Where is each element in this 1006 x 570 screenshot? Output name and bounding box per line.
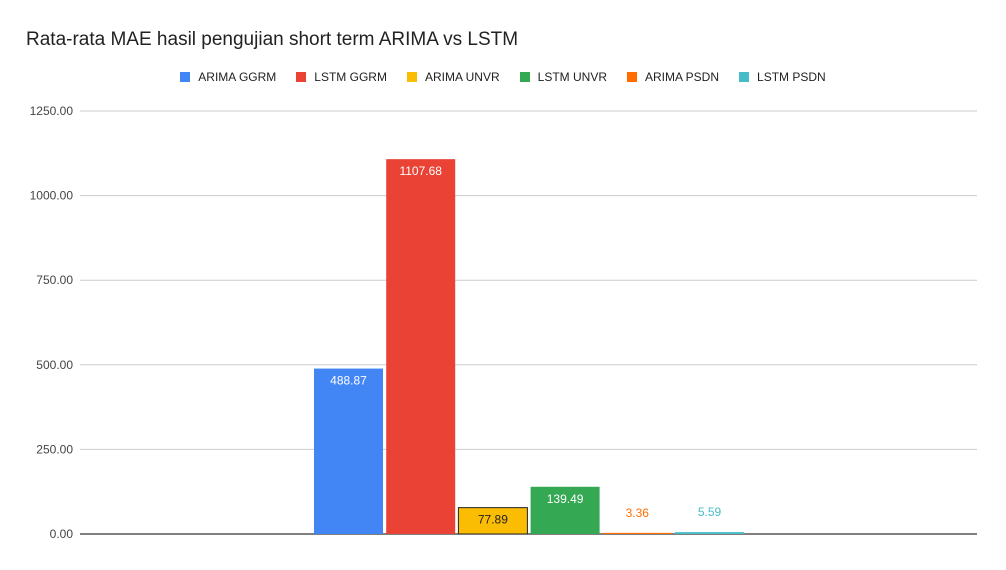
bar[interactable] <box>530 486 600 534</box>
data-label: 488.87 <box>330 374 367 388</box>
y-tick-label: 500.00 <box>36 358 73 372</box>
y-tick-label: 1250.00 <box>30 104 74 118</box>
y-tick-label: 1000.00 <box>30 189 74 203</box>
y-tick-label: 0.00 <box>50 527 74 541</box>
legend-item[interactable]: ARIMA GGRM <box>180 70 276 84</box>
bar[interactable] <box>314 368 383 534</box>
legend-item[interactable]: ARIMA UNVR <box>406 70 500 84</box>
y-tick-label: 250.00 <box>36 442 73 456</box>
legend-label: ARIMA PSDN <box>645 70 720 84</box>
bar[interactable] <box>602 532 672 534</box>
legend-swatch <box>739 72 750 82</box>
legend-item[interactable]: ARIMA PSDN <box>627 70 719 84</box>
legend-item[interactable]: LSTM UNVR <box>519 70 607 84</box>
data-label: 1107.68 <box>399 164 442 178</box>
legend-swatch <box>296 72 307 82</box>
legend-swatch <box>180 72 191 82</box>
data-label: 77.89 <box>478 513 508 527</box>
data-label: 3.36 <box>626 506 650 520</box>
legend-swatch <box>627 72 637 82</box>
chart-legend: ARIMA GGRM LSTM GGRM ARIMA UNVR LSTM UNVR AR… <box>0 70 1006 84</box>
data-label: 5.59 <box>698 505 722 519</box>
legend-label: LSTM GGRM <box>314 70 387 84</box>
bar[interactable] <box>457 507 528 535</box>
bar[interactable] <box>386 159 456 535</box>
legend-label: ARIMA GGRM <box>198 70 277 84</box>
legend-swatch <box>519 72 530 82</box>
bar[interactable] <box>675 532 744 534</box>
legend-label: LSTM UNVR <box>537 70 607 84</box>
chart-title: Rata-rata MAE hasil pengujian short term… <box>26 29 519 50</box>
y-tick-label: 750.00 <box>36 273 73 287</box>
legend-item[interactable]: LSTM GGRM <box>296 70 387 84</box>
legend-label: LSTM PSDN <box>757 70 826 84</box>
legend-item[interactable]: LSTM PSDN <box>739 70 826 84</box>
legend-swatch <box>406 72 417 82</box>
data-label: 139.49 <box>547 492 584 506</box>
legend-label: ARIMA UNVR <box>424 70 500 84</box>
